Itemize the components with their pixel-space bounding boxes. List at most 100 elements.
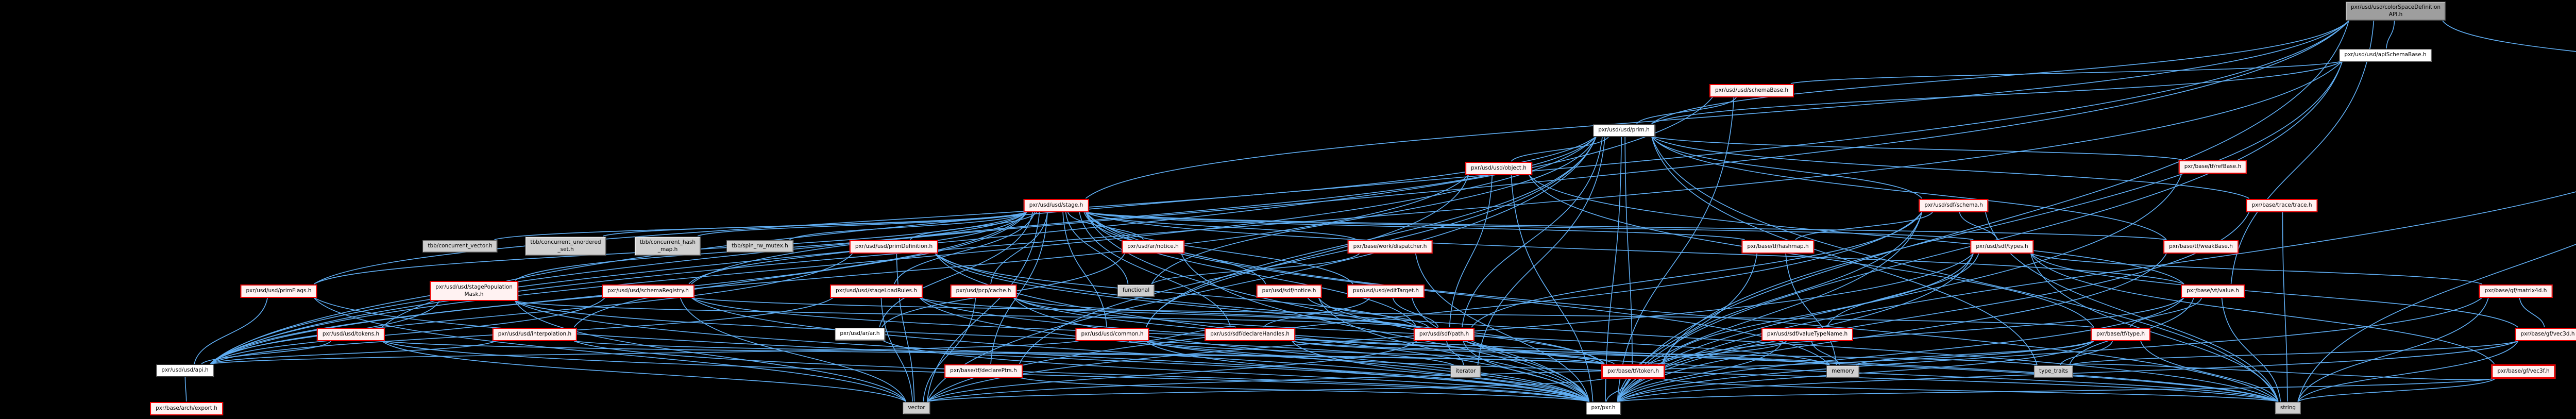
edge-vec3d-to-string	[2297, 341, 2519, 402]
graph-node-schemaBase[interactable]: pxr/usd/usd/schemaBase.h	[1709, 84, 1794, 97]
graph-node-stage[interactable]: pxr/usd/usd/stage.h	[1023, 199, 1089, 212]
edge-common-to-token	[1146, 340, 1605, 364]
graph-node-tokens[interactable]: pxr/usd/usd/tokens.h	[316, 328, 385, 341]
edge-schemaRegistry-to-vector	[680, 297, 907, 402]
graph-node-stagePopMask[interactable]: pxr/usd/usd/stagePopulation Mask.h	[430, 281, 518, 301]
edge-stage-to-tbbUnordered	[603, 211, 1027, 237]
graph-node-vec3f[interactable]: pxr/base/gf/vec3f.h	[2491, 364, 2556, 379]
graph-node-tfType[interactable]: pxr/base/tf/type.h	[2090, 328, 2151, 341]
edge-sdfPath-to-pxr	[1463, 341, 1590, 402]
graph-node-string: string	[2275, 402, 2301, 414]
graph-node-typeTraits: type_traits	[2033, 365, 2074, 378]
edge-apiSchemaBase-to-usdApi	[210, 61, 2343, 364]
edge-editTarget-to-pxr	[1411, 297, 1590, 402]
edge-stage-to-interpolation	[573, 212, 1027, 328]
edge-common-to-pxr	[1146, 341, 1590, 402]
edge-schemaBase-to-pxr	[1617, 97, 1735, 402]
edge-stage-to-spinRw	[789, 212, 1027, 240]
edge-cs-to-usdApi	[210, 20, 2349, 364]
edge-vtValue-to-tfType	[2129, 297, 2202, 328]
edge-primDefinition-to-vector	[896, 253, 915, 402]
graph-node-pcpCache[interactable]: pxr/usd/pcp/cache.h	[950, 284, 1017, 298]
graph-node-trace[interactable]: pxr/base/trace/trace.h	[2246, 199, 2318, 212]
edge-stage-to-arAr	[879, 212, 1033, 328]
graph-node-hashmap[interactable]: pxr/base/tf/hashmap.h	[1741, 240, 1815, 254]
edge-editTarget-to-declareHandles	[1263, 297, 1370, 328]
graph-node-declarePtrs[interactable]: pxr/base/tf/declarePtrs.h	[944, 364, 1023, 378]
edge-declareHandles-to-memory	[1292, 340, 1830, 365]
edge-sdfSchema-to-sdfTypes	[1959, 212, 1998, 240]
edge-usdApi-to-archExport	[184, 376, 187, 402]
edge-valueTypeName-to-pxr	[1617, 341, 1784, 402]
edge-editTarget-to-sdfPath	[1392, 297, 1439, 328]
graph-node-apiSchemaBase[interactable]: pxr/usd/usd/apiSchemaBase.h	[2339, 49, 2432, 61]
edge-sdfTypes-to-token	[1662, 253, 1974, 364]
graph-node-memory: memory	[1826, 365, 1859, 378]
edge-tfType-to-vector	[927, 340, 2094, 402]
edge-vec3f-to-pxr	[1617, 378, 2495, 402]
graph-node-matrix4d[interactable]: pxr/base/gf/matrix4d.h	[2479, 284, 2553, 298]
graph-node-object[interactable]: pxr/usd/usd/object.h	[1465, 162, 1532, 175]
graph-node-token[interactable]: pxr/base/tf/token.h	[1601, 364, 1666, 379]
graph-node-declareHandles[interactable]: pxr/usd/sdf/declareHandles.h	[1205, 328, 1295, 341]
graph-node-editTarget[interactable]: pxr/usd/usd/editTarget.h	[1347, 284, 1425, 298]
edge-stage-to-sdfPath	[1085, 212, 1417, 328]
graph-node-arAr[interactable]: pxr/usd/ar/ar.h	[835, 328, 885, 340]
graph-node-sdfPath[interactable]: pxr/usd/sdf/path.h	[1413, 328, 1475, 341]
graph-node-common[interactable]: pxr/usd/usd/common.h	[1075, 328, 1149, 341]
edge-interpolation-to-usdApi	[210, 340, 496, 364]
graph-node-primFlags[interactable]: pxr/usd/usd/primFlags.h	[240, 284, 317, 298]
edge-stage-to-vtValue	[1085, 211, 2184, 284]
graph-node-usdApi[interactable]: pxr/usd/usd/api.h	[156, 364, 214, 377]
graph-node-sdfNotice[interactable]: pxr/usd/sdf/notice.h	[1256, 284, 1322, 298]
edge-prim-to-functional	[1151, 136, 1597, 284]
graph-node-weakBase[interactable]: pxr/base/tf/weakBase.h	[2163, 240, 2239, 254]
edge-common-to-string	[1146, 340, 2279, 402]
edge-tokens-to-vector	[381, 341, 906, 402]
edge-stage-to-sdfTypes	[1086, 211, 1974, 240]
edge-sdfPath-to-iterator	[1446, 341, 1464, 365]
graph-node-valueTypeName[interactable]: pxr/usd/sdf/valueTypeName.h	[1761, 328, 1854, 341]
edge-prim-to-iterator	[1477, 136, 1605, 365]
edge-object-to-common	[1145, 175, 1469, 328]
graph-node-vec3d[interactable]: pxr/base/gf/vec3d.h	[2515, 328, 2576, 341]
graph-node-vtValue[interactable]: pxr/base/vt/value.h	[2181, 284, 2245, 298]
graph-node-archExport[interactable]: pxr/base/arch/export.h	[150, 402, 223, 415]
graph-node-interpolation[interactable]: pxr/usd/usd/interpolation.h	[492, 328, 578, 341]
edge-stagePopMask-to-vector	[515, 300, 906, 402]
edge-tfType-to-memory	[1856, 340, 2094, 365]
edge-stage-to-declareHandles	[1079, 212, 1231, 328]
graph-node-sdfTypes[interactable]: pxr/usd/sdf/types.h	[1970, 240, 2034, 254]
edge-cs-to-colorSpace	[2442, 20, 2576, 52]
graph-node-spinRw: tbb/spin_rw_mutex.h	[726, 240, 793, 253]
graph-node-schemaRegistry[interactable]: pxr/usd/usd/schemaRegistry.h	[602, 284, 694, 298]
edge-token-to-vector	[927, 378, 1605, 402]
graph-node-refBase[interactable]: pxr/base/tf/refBase.h	[2178, 160, 2247, 174]
edge-vec3f-to-string	[2297, 378, 2496, 402]
edge-stageLoadRules-to-sdfPath	[919, 297, 1417, 328]
edge-apiSchemaBase-to-schemaBase	[1790, 60, 2343, 84]
graph-node-dispatcher[interactable]: pxr/base/work/dispatcher.h	[1347, 240, 1433, 254]
edge-apiSchemaBase-to-token	[1662, 61, 2343, 364]
edge-stageLoadRules-to-vector	[880, 297, 913, 402]
graph-node-pxr[interactable]: pxr/pxr.h	[1586, 402, 1621, 414]
edge-arAr-to-pxr	[882, 339, 1589, 402]
edge-prim-to-trace	[1651, 136, 2249, 199]
edge-stage-to-dispatcher	[1085, 211, 1357, 240]
edge-sdfTypes-to-string	[2030, 253, 2279, 402]
graph-node-primDefinition[interactable]: pxr/usd/usd/primDefinition.h	[849, 240, 939, 254]
edge-tokens-to-token	[382, 340, 1605, 364]
graph-node-stageLoadRules[interactable]: pxr/usd/usd/stageLoadRules.h	[829, 284, 923, 298]
edge-stage-to-weakBase	[1086, 211, 2167, 240]
edge-primFlags-to-usdApi	[194, 297, 268, 364]
edge-sdfSchema-to-token	[1662, 212, 1923, 364]
edge-cs-to-pxr	[1617, 21, 2349, 402]
graph-node-prim[interactable]: pxr/usd/usd/prim.h	[1593, 124, 1655, 137]
edge-trace-to-string	[2282, 212, 2288, 402]
graph-node-sdfSchema[interactable]: pxr/usd/sdf/schema.h	[1919, 199, 1989, 212]
edge-interpolation-to-pxr	[573, 340, 1589, 402]
edge-cs-to-stage	[1085, 20, 2349, 199]
graph-node-arNotice[interactable]: pxr/usd/ar/notice.h	[1122, 240, 1184, 254]
